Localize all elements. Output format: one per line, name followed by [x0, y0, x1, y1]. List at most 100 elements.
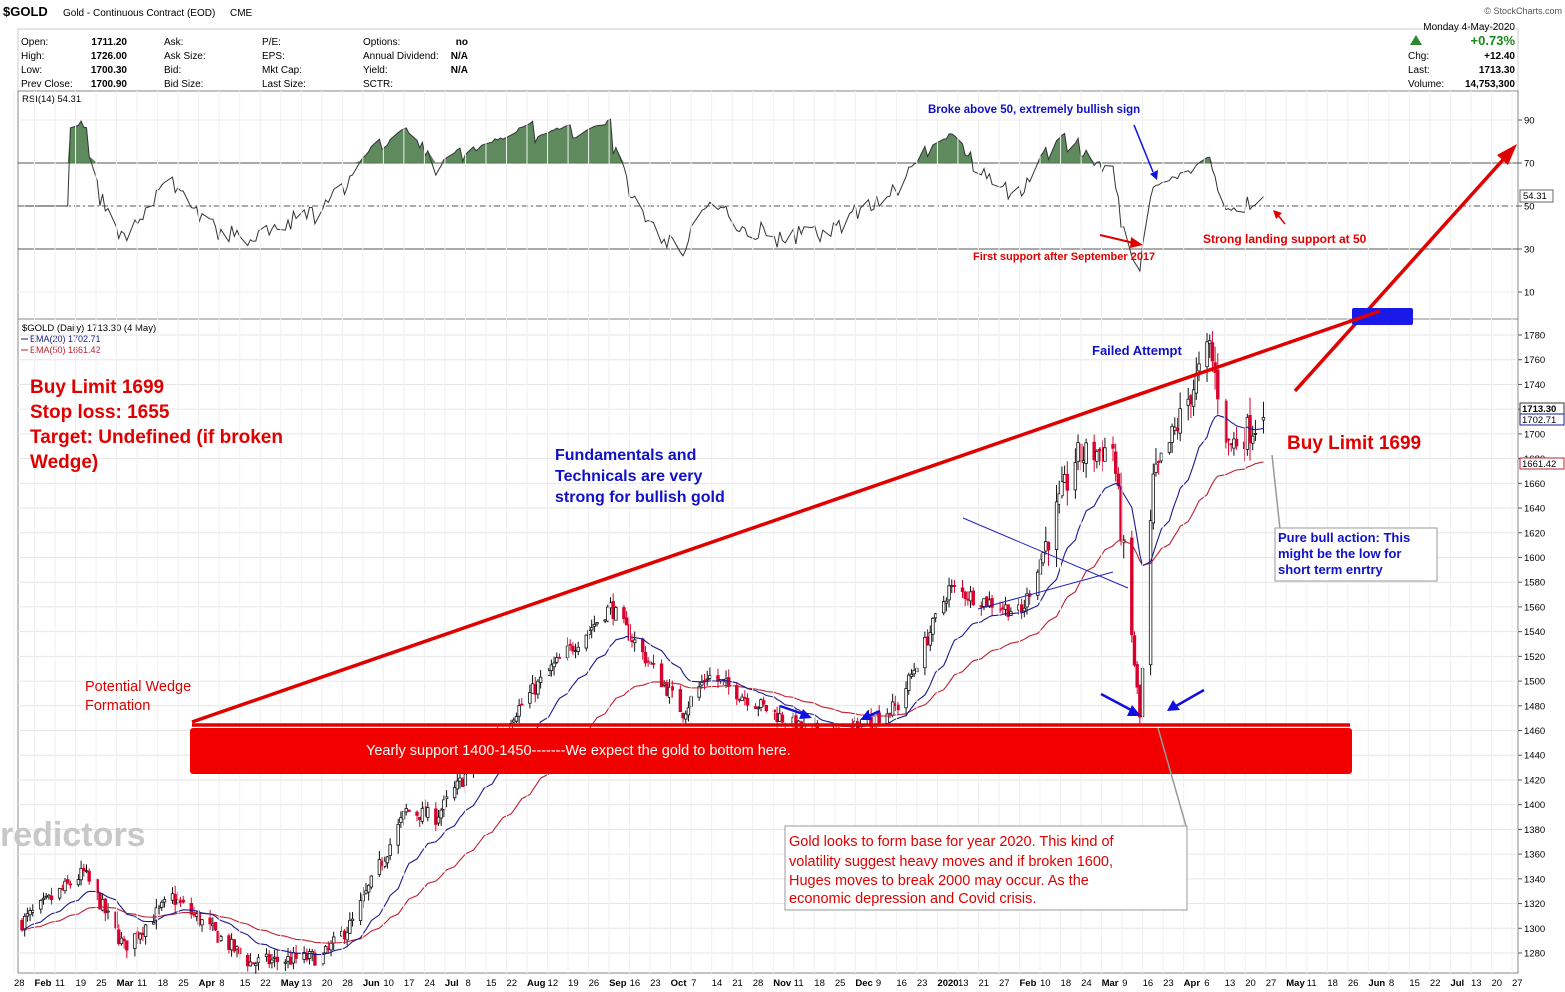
candle-body: [984, 596, 989, 607]
candle-body: [122, 938, 126, 942]
x-tick-label: Nov: [773, 978, 792, 989]
candle-body: [44, 895, 48, 898]
candle-body: [740, 696, 744, 702]
x-tick-label: 11: [1307, 978, 1317, 989]
x-tick-label: 11: [137, 978, 147, 989]
candle-body: [912, 669, 916, 675]
candle-body: [213, 922, 218, 931]
candle-body: [869, 716, 873, 728]
candle-body: [385, 856, 390, 864]
candle-body: [436, 816, 441, 824]
candle-body: [538, 676, 543, 683]
candle-body: [326, 947, 331, 950]
base-note-line-1: Gold looks to form base for year 2020. T…: [789, 834, 1115, 850]
candle-body: [576, 646, 580, 652]
candle-body: [1046, 541, 1051, 551]
candle-body: [753, 706, 758, 709]
x-tick-label: 11: [794, 978, 804, 989]
candle-body: [990, 598, 994, 608]
ema20-line: [21, 414, 1264, 956]
x-tick-label: 26: [1348, 978, 1359, 989]
candle-body: [415, 811, 419, 816]
candle-body: [909, 673, 914, 677]
x-tick-label: 20: [1245, 978, 1256, 989]
rsi-tick-label: 10: [1524, 288, 1535, 299]
candle-body: [549, 664, 554, 671]
candle-body: [950, 585, 954, 587]
candle-body: [1170, 425, 1174, 443]
candle-body: [641, 638, 645, 653]
mkt-cap-label: Mkt Cap:: [262, 65, 302, 76]
options-label: Options:: [363, 37, 400, 48]
candle-body: [399, 817, 403, 823]
candle-body: [662, 683, 666, 686]
candle-body: [25, 913, 30, 917]
candle-body: [761, 700, 766, 705]
candle-body: [348, 919, 352, 934]
candle-body: [952, 585, 957, 588]
x-tick-label: 6: [1204, 978, 1209, 989]
candle-body: [1076, 442, 1080, 462]
yield-label: Yield:: [363, 65, 388, 76]
candle-body: [444, 796, 449, 800]
candle-body: [267, 954, 271, 965]
candle-body: [1111, 444, 1115, 449]
rsi-current-tag: 54.31: [1523, 191, 1547, 202]
x-tick-label: 16: [896, 978, 907, 989]
candle-body: [1197, 363, 1201, 372]
x-tick-label: 25: [835, 978, 846, 989]
candle-body: [928, 632, 932, 646]
price-tick-label: 1580: [1524, 578, 1545, 589]
candle-body: [82, 867, 86, 871]
chg-label: Chg:: [1408, 51, 1429, 62]
high-value: 1726.00: [91, 51, 128, 62]
candle-body: [87, 870, 91, 882]
candle-body: [643, 651, 648, 664]
price-tick-label: 1520: [1524, 652, 1545, 663]
x-tick-label: 19: [568, 978, 579, 989]
x-tick-label: 28: [342, 978, 353, 989]
rsi-line: [24, 118, 1264, 273]
candle-body: [1208, 340, 1212, 345]
candle-body: [686, 707, 691, 716]
blue-arrow-mar-2: [1175, 688, 1205, 708]
candle-body: [313, 952, 317, 966]
candle-body: [272, 956, 277, 959]
candle-body: [533, 684, 537, 695]
candle-body: [307, 951, 312, 959]
candle-body: [681, 712, 685, 719]
candle-body: [1113, 451, 1118, 474]
x-tick-label: 28: [753, 978, 764, 989]
candle-body: [1210, 342, 1215, 362]
x-tick-label: 9: [876, 978, 881, 989]
yearly-support-zone: [190, 728, 1352, 774]
candle-body: [573, 650, 578, 653]
candle-body: [941, 601, 946, 614]
volume-label: Volume:: [1408, 79, 1444, 90]
candle-body: [1022, 607, 1027, 612]
candle-body: [931, 617, 935, 635]
candle-body: [1062, 474, 1067, 483]
price-tick-label: 1600: [1524, 553, 1545, 564]
candle-body: [369, 875, 374, 888]
ask-size-label: Ask Size:: [164, 51, 206, 62]
price-tick-label: 1700: [1524, 429, 1545, 440]
exchange: CME: [230, 8, 253, 19]
candle-body: [452, 787, 457, 799]
blue-arrowhead-mar-1: [1127, 705, 1141, 716]
candle-body: [1232, 438, 1236, 449]
target-box: [1352, 308, 1413, 325]
candle-body: [1036, 571, 1040, 596]
setup-line-3: Target: Undefined (if broken: [30, 427, 283, 448]
candle-body: [100, 899, 105, 911]
candle-body: [1044, 541, 1048, 552]
candle-body: [358, 900, 363, 922]
candle-body: [388, 844, 392, 857]
candle-body: [1130, 537, 1134, 636]
open-value: 1711.20: [91, 37, 127, 48]
ema50-tag: 1661.42: [1522, 459, 1556, 470]
candle-body: [49, 895, 54, 900]
x-tick-label: 27: [999, 978, 1010, 989]
x-tick-label: 18: [814, 978, 825, 989]
